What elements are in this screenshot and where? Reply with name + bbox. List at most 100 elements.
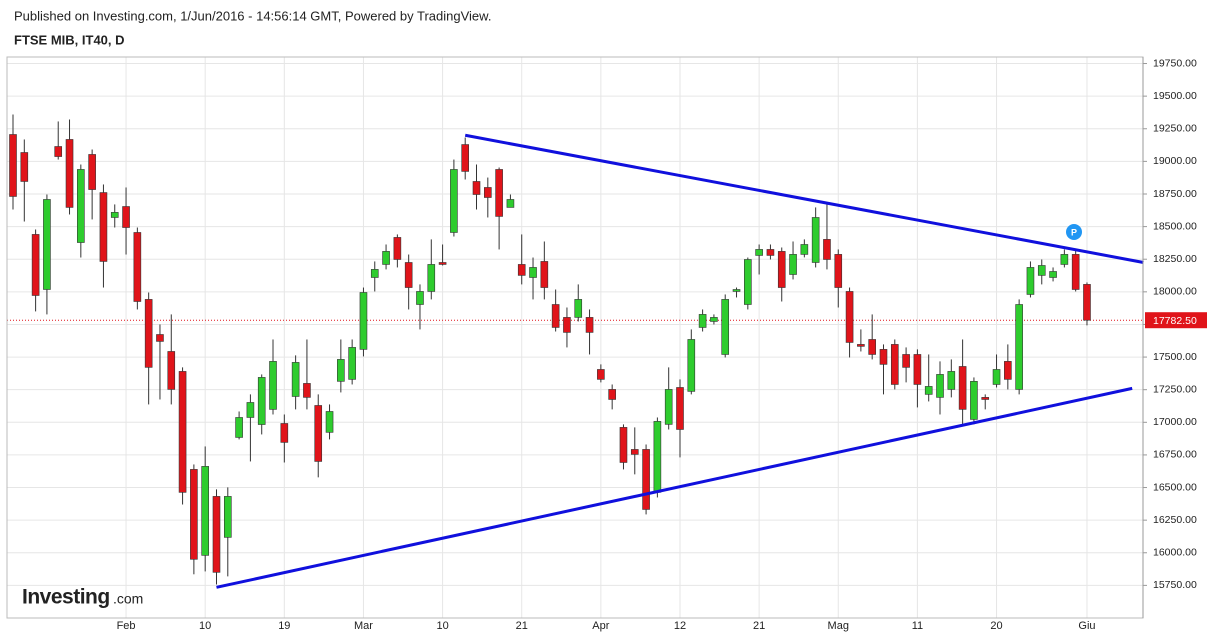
x-tick-label: 21 <box>753 620 765 632</box>
candle-body <box>608 389 616 400</box>
candle-body <box>484 187 492 198</box>
candle-body <box>936 374 944 398</box>
candle-body <box>495 169 503 217</box>
candle-body <box>1049 271 1057 278</box>
x-tick-label: 10 <box>436 620 448 632</box>
candle-body <box>857 344 865 347</box>
candle-body <box>732 289 741 292</box>
x-tick-label: 11 <box>912 620 923 632</box>
x-tick-label: 21 <box>516 620 528 632</box>
candle-body <box>99 192 108 262</box>
candle-body <box>9 134 17 197</box>
candle-body <box>664 389 673 425</box>
candle-body <box>800 244 809 255</box>
candle-body <box>348 347 356 380</box>
trend-line <box>464 133 1144 264</box>
source-line: Published on Investing.com, 1/Jun/2016 -… <box>14 8 491 23</box>
candle-body <box>789 254 797 275</box>
candle-body <box>257 377 266 425</box>
candle-body <box>280 423 289 443</box>
candle-body <box>710 317 718 322</box>
candle-body <box>630 449 639 455</box>
y-tick-label: 19250.00 <box>1153 123 1197 135</box>
plot-area <box>7 57 1144 618</box>
candle-body <box>619 427 628 463</box>
candle-body <box>438 262 447 265</box>
candle-body <box>676 387 684 430</box>
candle-body <box>687 339 696 392</box>
y-tick-label: 17000.00 <box>1153 416 1197 428</box>
candle-body <box>201 466 209 556</box>
candle-body <box>110 212 119 218</box>
y-tick-label: 16750.00 <box>1153 449 1197 461</box>
candle-body <box>947 371 956 390</box>
candle-body <box>1004 361 1012 380</box>
candle-body <box>359 292 368 350</box>
pin-icon <box>1066 224 1082 240</box>
candle-body <box>585 317 594 333</box>
candle-body <box>1026 267 1035 295</box>
candle-body <box>992 369 1001 385</box>
y-tick-label: 17500.00 <box>1153 351 1197 363</box>
candle-body <box>823 239 831 260</box>
candle-body <box>65 139 74 208</box>
y-tick-label: 18250.00 <box>1153 253 1197 265</box>
candle-body <box>811 217 820 263</box>
y-tick-label: 18750.00 <box>1153 188 1197 200</box>
candle-body <box>1083 284 1091 321</box>
candle-body <box>20 152 29 182</box>
candle-body <box>529 267 537 278</box>
y-tick-label: 16500.00 <box>1153 481 1197 493</box>
candle-body <box>879 349 888 365</box>
candle-body <box>868 339 876 355</box>
candle-body <box>958 366 967 410</box>
candle-body <box>653 421 662 493</box>
candle-body <box>698 314 707 328</box>
y-tick-label: 17250.00 <box>1153 383 1197 395</box>
chart-title: FTSE MIB, IT40, D <box>14 32 125 47</box>
candle-body <box>924 386 933 395</box>
x-tick-label: Mar <box>354 620 373 632</box>
candle-body <box>246 402 255 418</box>
candle-body <box>393 237 402 260</box>
y-tick-label: 19000.00 <box>1153 155 1197 167</box>
candle-body <box>314 405 323 462</box>
candle-body <box>913 354 922 385</box>
x-tick-label: Feb <box>117 620 136 632</box>
x-tick-label: Mag <box>828 620 849 632</box>
y-tick-label: 16250.00 <box>1153 514 1197 526</box>
candle-body <box>517 264 526 276</box>
pin-icon-letter: P <box>1071 227 1077 237</box>
trend-line <box>216 386 1133 589</box>
x-tick-label: 20 <box>990 620 1002 632</box>
plot-frame <box>6 56 1144 619</box>
candle-body <box>54 146 63 157</box>
x-tick-label: 19 <box>278 620 290 632</box>
candle-body <box>845 291 854 343</box>
candle-body <box>404 262 413 288</box>
candle-body <box>88 154 96 190</box>
candle-body <box>574 299 583 318</box>
last-price-label: 17782.50 <box>1153 315 1197 327</box>
candle-body <box>144 299 153 368</box>
x-tick-label: 12 <box>674 620 686 632</box>
candle-body <box>970 381 978 420</box>
candle-body <box>755 249 763 256</box>
candle-body <box>416 291 424 305</box>
logo-name: Investing <box>22 586 110 609</box>
x-tick-label: Giu <box>1078 620 1095 632</box>
y-tick-label: 15750.00 <box>1153 579 1197 591</box>
candle-body <box>890 344 899 385</box>
candle-body <box>766 249 775 256</box>
candle-body <box>269 361 277 410</box>
candle-body <box>77 169 85 243</box>
candle-body <box>370 269 379 278</box>
candle-body <box>597 369 605 380</box>
candle-body <box>450 169 458 233</box>
candle-body <box>291 362 300 397</box>
candle-body <box>178 371 187 493</box>
x-tick-label: Apr <box>592 620 609 632</box>
candle-body <box>1015 304 1023 390</box>
